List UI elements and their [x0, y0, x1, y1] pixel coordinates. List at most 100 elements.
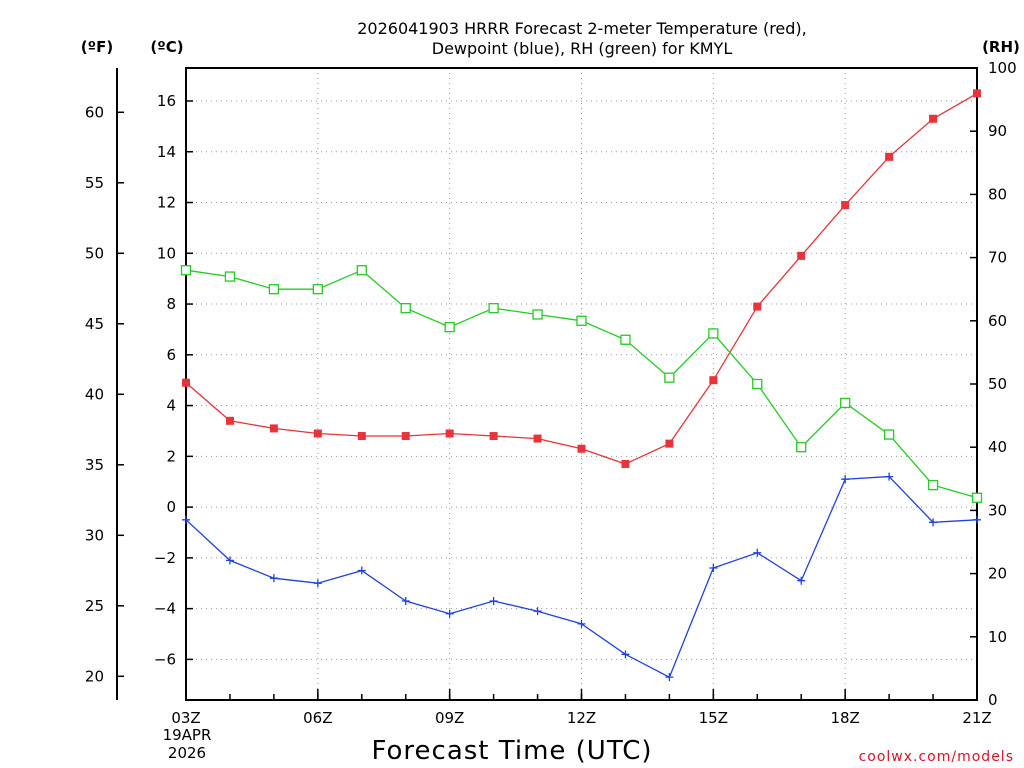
temperature-series — [182, 89, 981, 468]
dewpoint-series — [182, 472, 981, 682]
dewpoint-point — [357, 566, 366, 575]
rh-point — [444, 321, 455, 333]
rh-point — [224, 271, 236, 282]
rh-tick-label: 50 — [988, 375, 1007, 393]
dewpoint-point — [489, 597, 498, 606]
fahrenheit-tick-label: 60 — [85, 103, 104, 121]
temperature-point — [182, 378, 190, 387]
temperature-point — [533, 434, 542, 443]
rh-point — [180, 265, 192, 276]
x-axis: 03Z 06Z 09Z 12Z 15Z 18Z 21Z — [171, 689, 992, 727]
fahrenheit-unit-label: (ºF) — [81, 38, 113, 56]
celsius-tick-label: 12 — [157, 194, 176, 212]
dewpoint-point — [445, 609, 454, 618]
rh-tick-label: 20 — [988, 565, 1007, 583]
celsius-unit-label: (ºC) — [150, 38, 183, 56]
fahrenheit-tick-label: 50 — [85, 244, 104, 262]
rh-tick-label: 10 — [988, 628, 1007, 646]
temperature-point — [709, 376, 718, 385]
fahrenheit-axis: 20 25 30 35 40 45 50 55 60 — [85, 103, 124, 685]
celsius-tick-label: 4 — [166, 397, 176, 415]
temperature-point — [357, 432, 366, 441]
fahrenheit-tick-label: 30 — [85, 526, 104, 544]
celsius-tick-label: 14 — [157, 143, 176, 161]
dewpoint-point — [709, 564, 718, 573]
dewpoint-point — [929, 518, 938, 527]
temperature-point — [665, 439, 674, 448]
celsius-axis: −6 −4 −2 0 2 4 6 8 10 12 14 16 — [154, 92, 193, 668]
celsius-tick-label: 8 — [166, 295, 176, 313]
celsius-tick-label: 2 — [166, 447, 176, 465]
temperature-point — [621, 459, 630, 468]
temperature-point — [797, 251, 806, 260]
temperature-point — [269, 424, 278, 433]
rh-point — [620, 334, 631, 345]
temperature-point — [753, 302, 762, 311]
chart-title-line2: Dewpoint (blue), RH (green) for KMYL — [432, 39, 733, 58]
rh-point — [708, 328, 719, 339]
x-tick-label: 03Z — [171, 709, 200, 727]
temperature-point — [401, 432, 410, 441]
fahrenheit-tick-label: 55 — [85, 174, 104, 192]
dewpoint-point — [182, 515, 190, 524]
rh-point — [840, 397, 851, 409]
credit-link[interactable]: coolwx.com/models — [859, 749, 1014, 765]
temperature-point — [489, 432, 498, 441]
series-layer — [180, 89, 983, 682]
rh-unit-label: (RH) — [982, 38, 1020, 56]
x-tick-label: 09Z — [435, 709, 464, 727]
celsius-tick-label: 10 — [157, 244, 176, 262]
x-tick-label: 21Z — [962, 709, 991, 727]
rh-tick-label: 100 — [988, 59, 1017, 77]
rh-point — [488, 303, 499, 314]
celsius-tick-label: −6 — [154, 650, 176, 668]
fahrenheit-tick-label: 25 — [85, 597, 104, 615]
rh-tick-label: 0 — [988, 691, 998, 709]
celsius-tick-label: 6 — [166, 346, 176, 364]
temperature-point — [841, 201, 850, 210]
temperature-point — [225, 416, 234, 425]
rh-point — [796, 442, 807, 453]
grid-lines — [185, 68, 978, 700]
chart-title-line1: 2026041903 HRRR Forecast 2-meter Tempera… — [357, 19, 807, 38]
x-tick-label: 12Z — [567, 709, 596, 727]
temperature-point — [313, 429, 322, 438]
fahrenheit-tick-label: 40 — [85, 385, 104, 403]
dewpoint-point — [533, 607, 542, 616]
rh-tick-label: 70 — [988, 249, 1007, 267]
temperature-point — [929, 114, 938, 123]
rh-series — [180, 265, 983, 503]
temperature-point — [577, 444, 586, 453]
dewpoint-point — [797, 576, 806, 585]
temperature-point — [445, 429, 454, 438]
temperature-point — [973, 89, 981, 98]
x-tick-label: 15Z — [699, 709, 728, 727]
rh-point — [532, 309, 543, 320]
rh-tick-label: 30 — [988, 501, 1007, 519]
rh-point — [971, 492, 983, 503]
celsius-tick-label: −4 — [154, 600, 176, 618]
rh-point — [356, 265, 367, 276]
dewpoint-point — [313, 579, 322, 588]
rh-tick-label: 40 — [988, 438, 1007, 456]
rh-point — [400, 303, 411, 314]
dewpoint-point — [577, 619, 586, 628]
dewpoint-point — [885, 472, 894, 481]
temperature-point — [885, 152, 894, 161]
x-axis-label: Forecast Time (UTC) — [371, 736, 652, 766]
rh-point — [664, 372, 675, 383]
rh-point — [883, 429, 895, 440]
celsius-tick-label: −2 — [154, 549, 176, 567]
fahrenheit-tick-label: 20 — [85, 667, 104, 685]
date-label-month: 19APR — [163, 726, 212, 744]
rh-axis: 0 10 20 30 40 50 60 70 80 90 100 — [970, 59, 1017, 709]
rh-point — [312, 284, 323, 295]
rh-point — [268, 284, 280, 295]
dewpoint-point — [225, 556, 234, 565]
fahrenheit-tick-label: 35 — [85, 456, 104, 474]
dewpoint-point — [401, 597, 410, 606]
rh-tick-label: 80 — [988, 185, 1007, 203]
rh-point — [752, 378, 763, 390]
fahrenheit-tick-label: 45 — [85, 315, 104, 333]
